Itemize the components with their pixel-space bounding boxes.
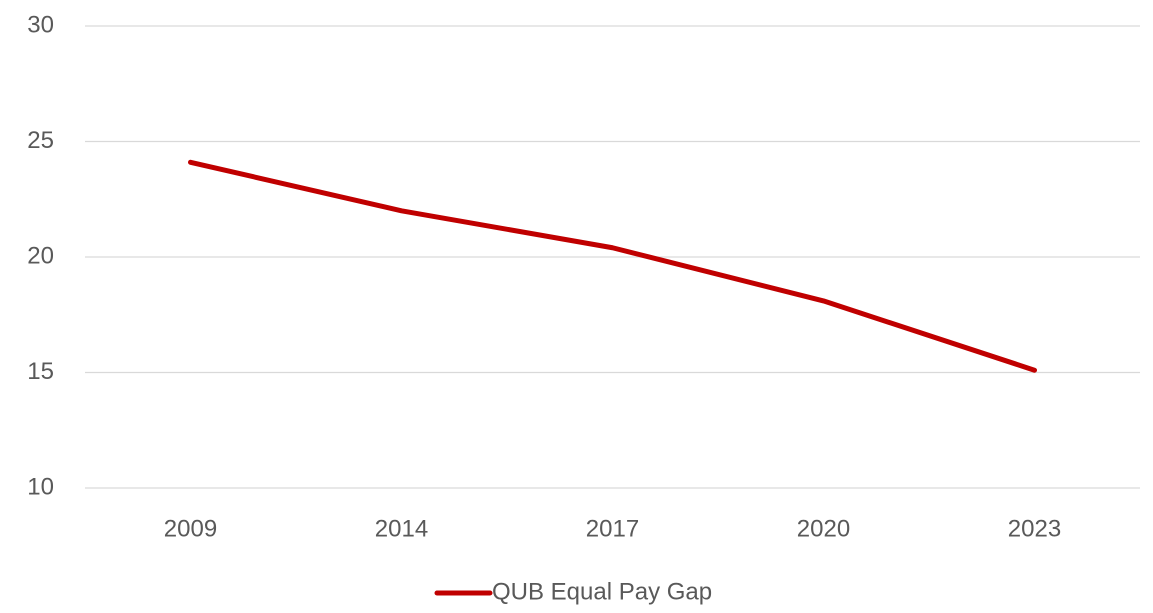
data-line	[188, 159, 1037, 373]
y-tick-label: 15	[27, 358, 54, 385]
x-tick-label: 2017	[586, 515, 639, 542]
y-tick-label: 20	[27, 242, 54, 269]
y-tick-label: 10	[27, 473, 54, 500]
x-tick-label: 2014	[375, 515, 428, 542]
x-tick-label: 2020	[797, 515, 850, 542]
y-tick-label: 30	[27, 11, 54, 38]
legend-label: QUB Equal Pay Gap	[492, 578, 712, 605]
x-tick-label: 2023	[1008, 515, 1061, 542]
x-tick-label: 2009	[164, 515, 217, 542]
y-tick-label: 25	[27, 127, 54, 154]
